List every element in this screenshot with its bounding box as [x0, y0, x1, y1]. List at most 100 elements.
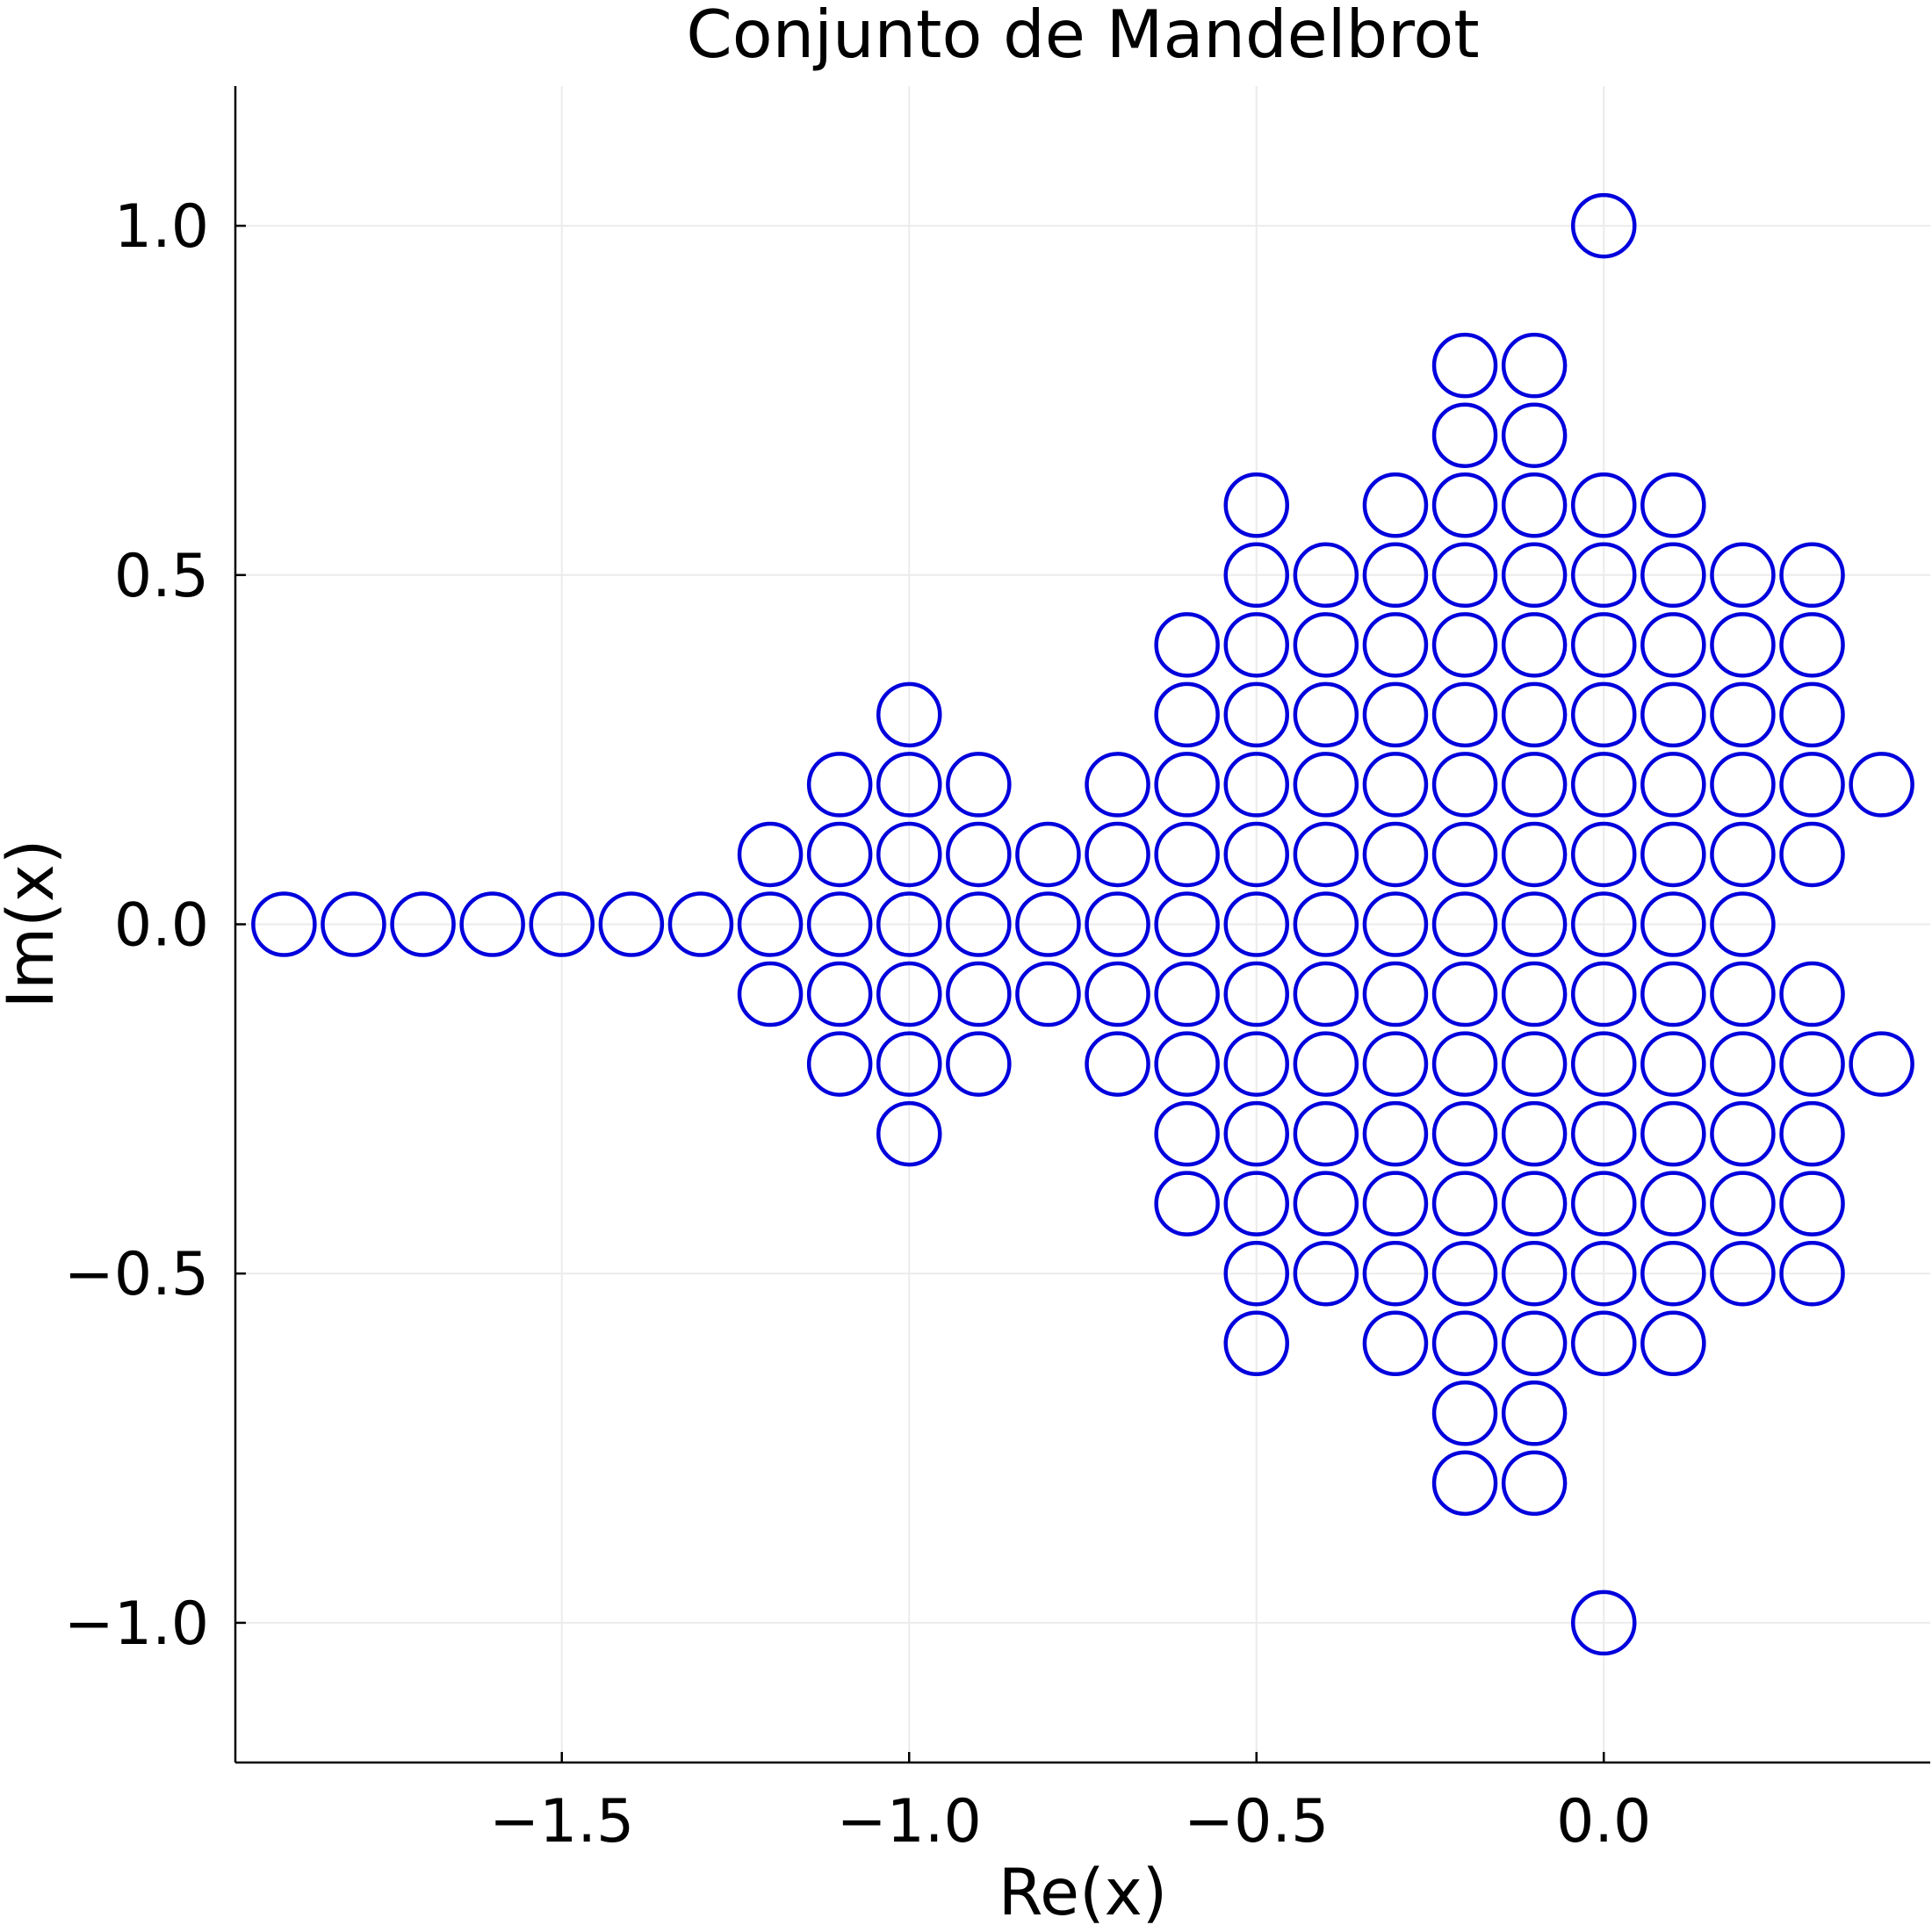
- data-point: [1570, 612, 1637, 678]
- data-point: [1154, 612, 1220, 678]
- data-point: [1570, 681, 1637, 748]
- data-point: [946, 821, 1012, 888]
- data-point: [1710, 681, 1776, 748]
- data-point: [1431, 1310, 1498, 1376]
- data-point: [1501, 1171, 1568, 1236]
- data-point: [1362, 472, 1429, 538]
- y-axis-label: Im(x): [0, 840, 68, 1009]
- data-point: [1501, 332, 1568, 399]
- data-point: [1570, 1171, 1637, 1236]
- data-point: [1501, 612, 1568, 678]
- data-point: [1640, 612, 1706, 678]
- data-point: [390, 891, 456, 957]
- data-point: [1223, 612, 1289, 678]
- data-point: [1293, 1031, 1359, 1097]
- data-point: [1085, 891, 1150, 957]
- data-point: [1431, 472, 1498, 538]
- data-point: [1570, 961, 1637, 1027]
- data-point: [1710, 891, 1776, 957]
- x-tick-label: −1.5: [489, 1787, 634, 1856]
- data-point: [1431, 542, 1498, 609]
- data-point: [1362, 1310, 1429, 1376]
- data-point: [1431, 752, 1498, 818]
- data-point: [1362, 821, 1429, 888]
- data-point: [1362, 1100, 1429, 1167]
- data-points: [251, 192, 1914, 1656]
- y-tick-label: 1.0: [114, 192, 209, 262]
- data-point: [1710, 1100, 1776, 1167]
- x-axis-label: Re(x): [998, 1856, 1168, 1930]
- data-point: [1710, 1240, 1776, 1307]
- data-point: [1640, 961, 1706, 1027]
- y-tick-label: 0.5: [114, 542, 209, 611]
- y-tick-label: −1.0: [64, 1590, 209, 1659]
- data-point: [1223, 681, 1289, 748]
- data-point: [876, 752, 942, 818]
- data-point: [1085, 961, 1150, 1027]
- data-point: [1570, 1310, 1637, 1376]
- data-point: [1501, 752, 1568, 818]
- data-point: [876, 1100, 942, 1167]
- data-point: [1362, 1031, 1429, 1097]
- data-point: [1431, 402, 1498, 468]
- data-point: [1710, 1031, 1776, 1097]
- data-point: [1154, 1171, 1220, 1236]
- data-point: [1431, 1381, 1498, 1446]
- data-point: [1431, 891, 1498, 957]
- data-point: [1154, 1031, 1220, 1097]
- data-point: [737, 891, 804, 957]
- data-point: [251, 891, 317, 957]
- data-point: [876, 681, 942, 748]
- data-point: [1223, 1031, 1289, 1097]
- data-point: [1570, 1240, 1637, 1307]
- data-point: [1501, 1240, 1568, 1307]
- data-point: [1154, 961, 1220, 1027]
- data-point: [1570, 891, 1637, 957]
- data-point: [1362, 1240, 1429, 1307]
- data-point: [1710, 961, 1776, 1027]
- data-point: [1085, 752, 1150, 818]
- data-point: [1570, 821, 1637, 888]
- data-point: [1779, 821, 1845, 888]
- data-point: [1570, 472, 1637, 538]
- data-point: [1710, 821, 1776, 888]
- data-point: [1431, 1171, 1498, 1236]
- data-point: [1779, 1171, 1845, 1236]
- data-point: [1501, 542, 1568, 609]
- data-point: [1015, 961, 1081, 1027]
- data-point: [1710, 542, 1776, 609]
- data-point: [1223, 752, 1289, 818]
- y-tick-label: 0.0: [114, 891, 209, 961]
- data-point: [1640, 821, 1706, 888]
- data-point: [667, 891, 734, 957]
- data-point: [1431, 1450, 1498, 1517]
- data-point: [1431, 1240, 1498, 1307]
- data-point: [946, 1031, 1012, 1097]
- data-point: [876, 891, 942, 957]
- data-point: [1154, 891, 1220, 957]
- x-tick-label: −0.5: [1184, 1787, 1329, 1856]
- data-point: [1362, 961, 1429, 1027]
- data-point: [1431, 1100, 1498, 1167]
- data-point: [1223, 542, 1289, 609]
- data-point: [1640, 1031, 1706, 1097]
- grid-lines: [235, 86, 1930, 1763]
- data-point: [1431, 332, 1498, 399]
- data-point: [1223, 821, 1289, 888]
- data-point: [1501, 891, 1568, 957]
- data-point: [1362, 681, 1429, 748]
- data-point: [598, 891, 665, 957]
- data-point: [1640, 891, 1706, 957]
- data-point: [1293, 1100, 1359, 1167]
- data-point: [1015, 891, 1081, 957]
- data-point: [1293, 542, 1359, 609]
- data-point: [1293, 891, 1359, 957]
- data-point: [529, 891, 595, 957]
- data-point: [1640, 1171, 1706, 1236]
- data-point: [1779, 612, 1845, 678]
- data-point: [1431, 612, 1498, 678]
- data-point: [1779, 681, 1845, 748]
- data-point: [1431, 681, 1498, 748]
- ticks: −1.5 −1.0 −0.5 0.0 −1.0 −0.5 0.0 0.5 1.0: [64, 192, 1651, 1856]
- data-point: [1223, 961, 1289, 1027]
